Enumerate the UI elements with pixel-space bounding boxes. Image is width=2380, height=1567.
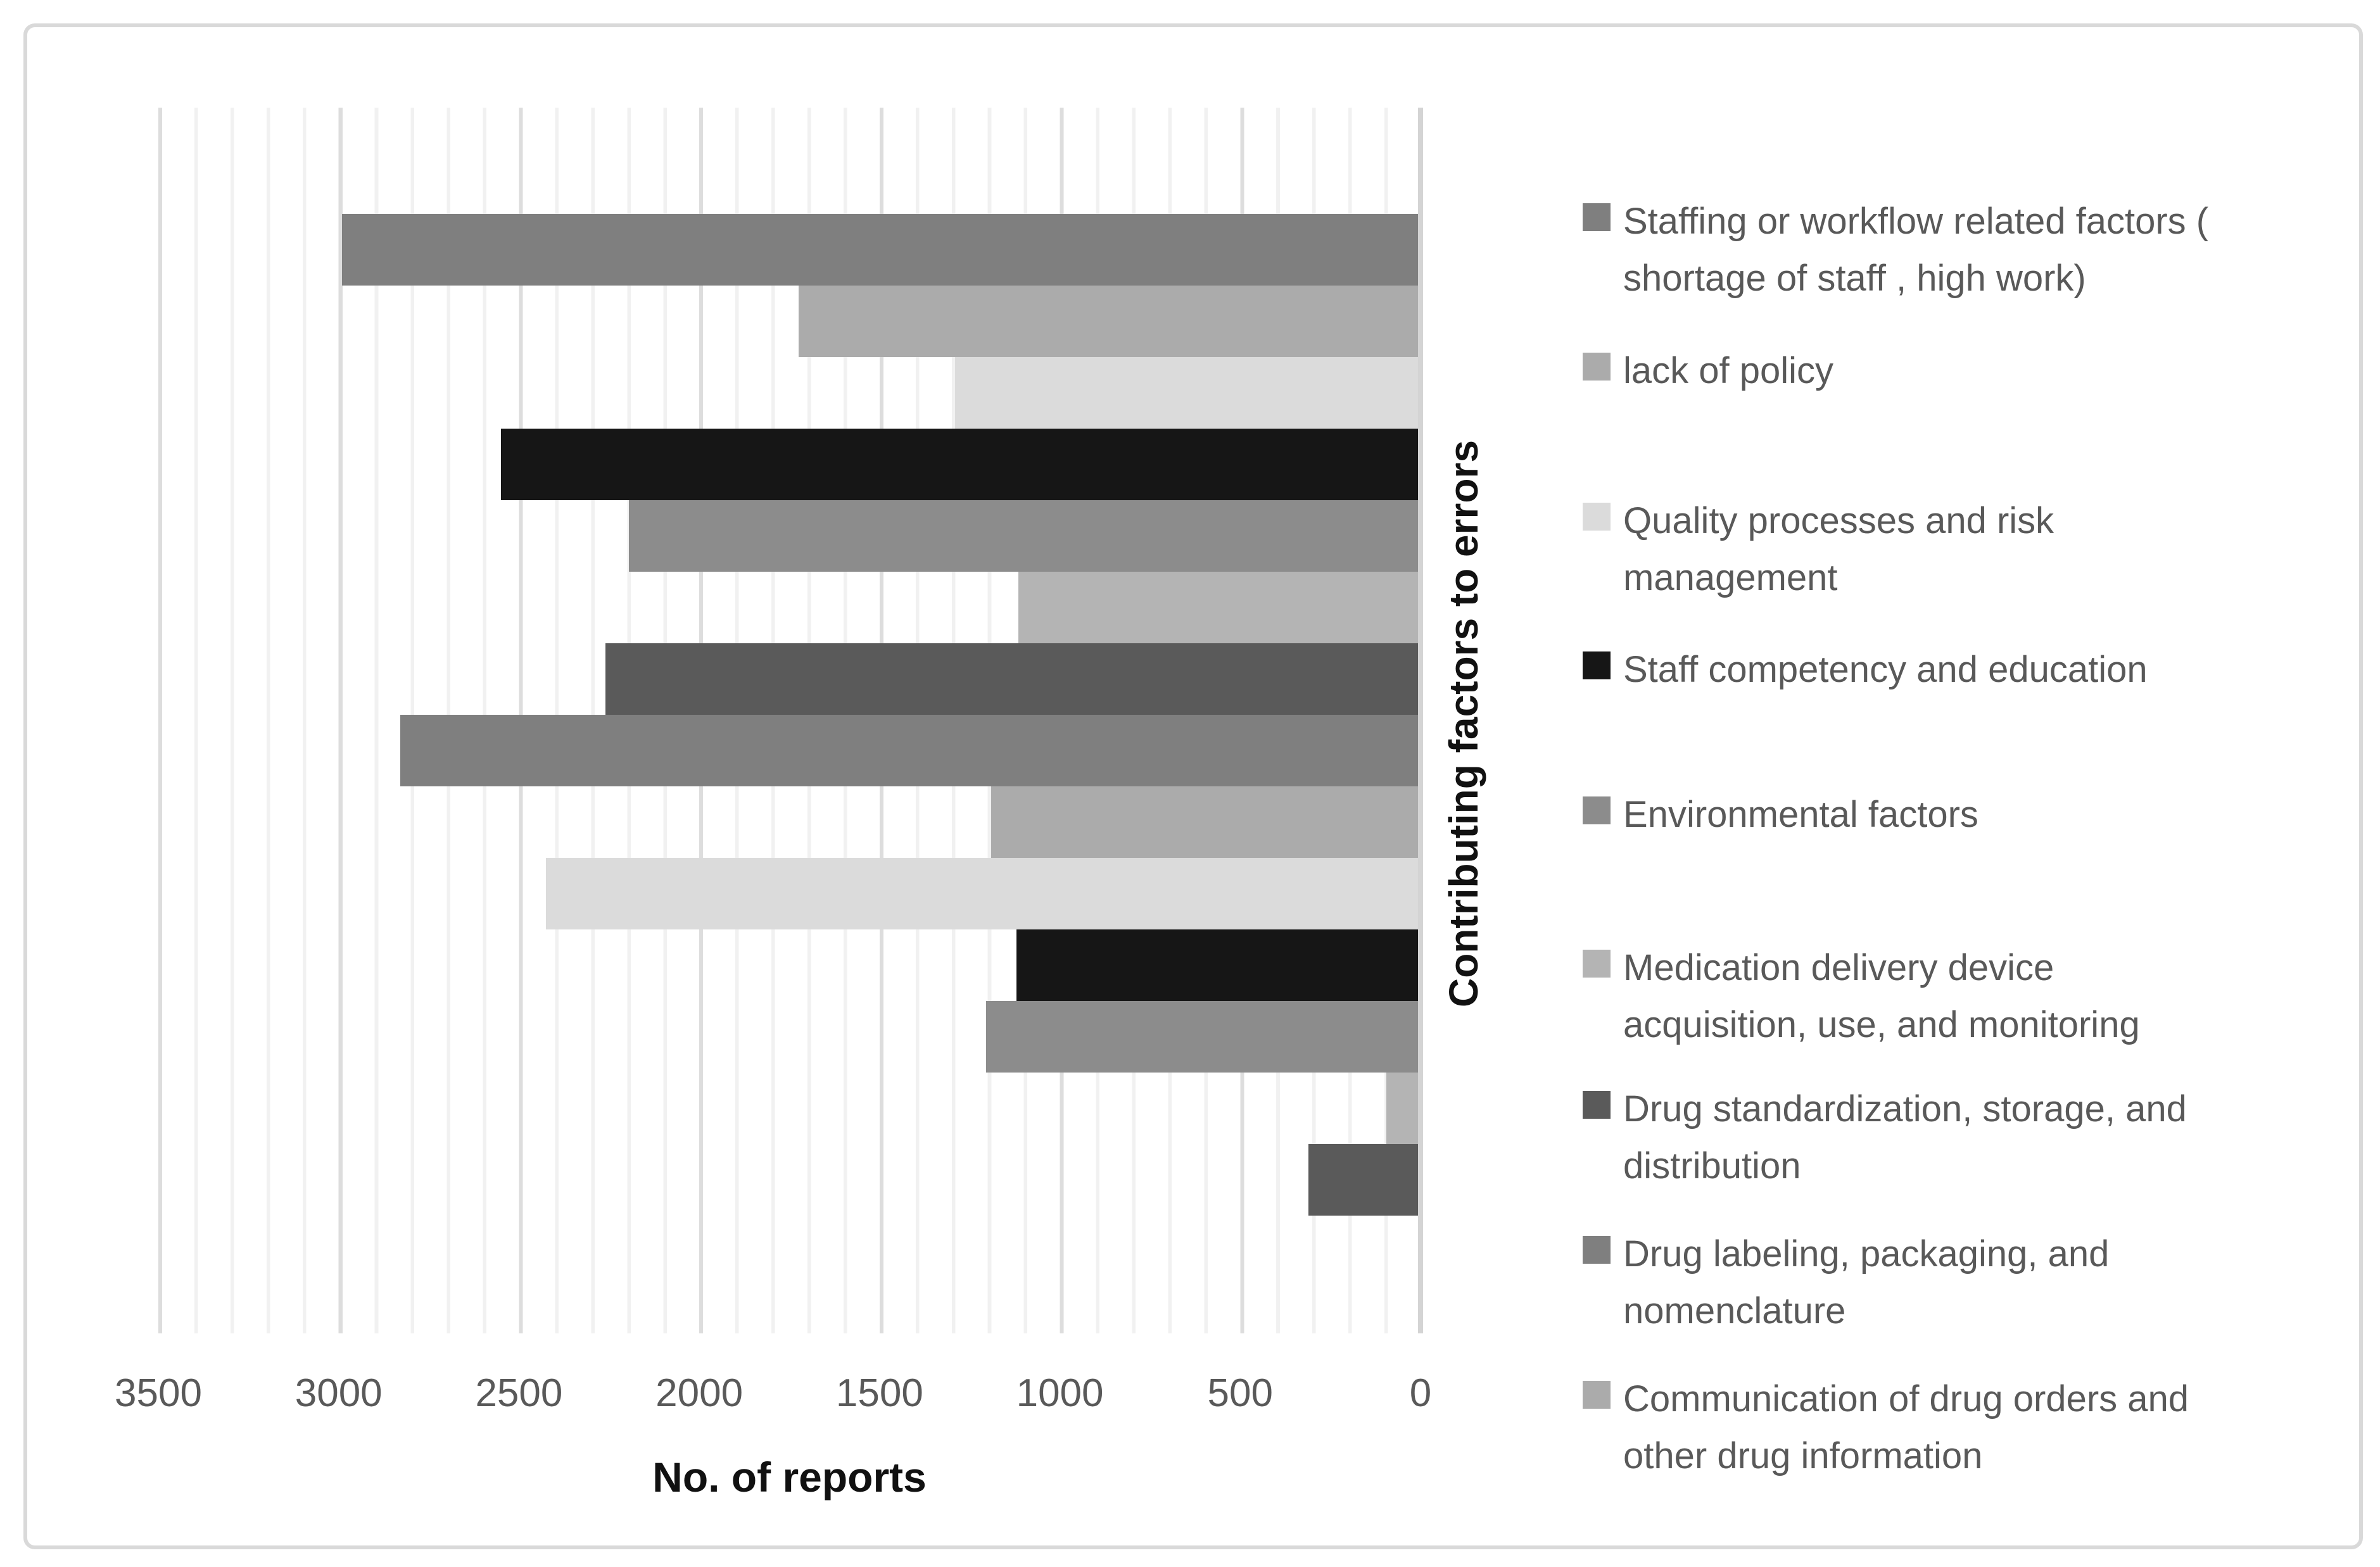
legend-swatch: [1583, 1381, 1611, 1409]
bar: [986, 1001, 1421, 1073]
chart-figure: 3500 3000 2500 2000 1500 1000 500 0 No. of repo…: [23, 23, 2363, 1549]
legend-swatch: [1583, 203, 1611, 231]
y-axis-title: Contributing factors to errors: [1441, 439, 1486, 1008]
legend-swatch: [1583, 796, 1611, 824]
legend-swatch: [1583, 353, 1611, 381]
x-axis-tick-labels: 3500 3000 2500 2000 1500 1000 500 0: [115, 1371, 1431, 1421]
x-tick-label: 2000: [655, 1371, 744, 1415]
legend: Staffing or workflow related factors ( s…: [1583, 27, 2374, 1545]
x-tick-label: 1000: [1016, 1371, 1104, 1415]
bar: [546, 858, 1421, 929]
zero-axis-line: [1418, 108, 1423, 1333]
x-tick-label: 500: [1207, 1371, 1274, 1415]
legend-item: lack of policy: [1583, 343, 1833, 400]
legend-item: Quality processes and risk management: [1583, 493, 2054, 607]
bar: [1016, 929, 1421, 1001]
bar: [1308, 1144, 1421, 1216]
legend-item: Communication of drug orders and other d…: [1583, 1371, 2189, 1485]
legend-item-label: Drug standardization, storage, and distr…: [1623, 1088, 2187, 1186]
legend-item: Staff competency and education: [1583, 641, 2148, 698]
x-tick-label: 3000: [294, 1371, 383, 1415]
legend-item-label: lack of policy: [1623, 350, 1834, 391]
x-tick-label: 2500: [475, 1371, 563, 1415]
bar: [955, 357, 1421, 429]
bar: [629, 500, 1421, 572]
x-tick-label: 0: [1409, 1371, 1432, 1415]
legend-item: Environmental factors: [1583, 786, 1978, 843]
legend-item-label: Medication delivery device acquisition, …: [1623, 947, 2140, 1045]
legend-item-label: Communication of drug orders and other d…: [1623, 1378, 2189, 1476]
legend-swatch: [1583, 1091, 1611, 1119]
bar: [400, 715, 1421, 786]
legend-item: Drug standardization, storage, and distr…: [1583, 1081, 2187, 1195]
legend-swatch: [1583, 651, 1611, 679]
bar: [1386, 1073, 1421, 1144]
legend-swatch: [1583, 950, 1611, 978]
legend-item-label: Staff competency and education: [1623, 649, 2148, 690]
legend-item-label: Staffing or workflow related factors ( s…: [1623, 201, 2209, 299]
bar: [1018, 572, 1421, 643]
legend-item-label: Environmental factors: [1623, 794, 1978, 835]
x-tick-label: 3500: [115, 1371, 202, 1415]
bar: [991, 786, 1421, 858]
x-axis-title: No. of reports: [652, 1454, 927, 1501]
plot-area: [158, 108, 1423, 1333]
bar: [605, 643, 1421, 715]
bar: [501, 429, 1421, 500]
bar: [799, 286, 1421, 357]
legend-swatch: [1583, 503, 1611, 531]
x-tick-label: 1500: [835, 1371, 923, 1415]
legend-item: Staffing or workflow related factors ( s…: [1583, 193, 2208, 307]
legend-swatch: [1583, 1236, 1611, 1264]
bar: [342, 214, 1421, 286]
legend-item-label: Drug labeling, packaging, and nomenclatu…: [1623, 1233, 2110, 1331]
legend-item: Medication delivery device acquisition, …: [1583, 940, 2140, 1054]
legend-item: Drug labeling, packaging, and nomenclatu…: [1583, 1226, 2109, 1340]
legend-item-label: Quality processes and risk management: [1623, 500, 2054, 598]
